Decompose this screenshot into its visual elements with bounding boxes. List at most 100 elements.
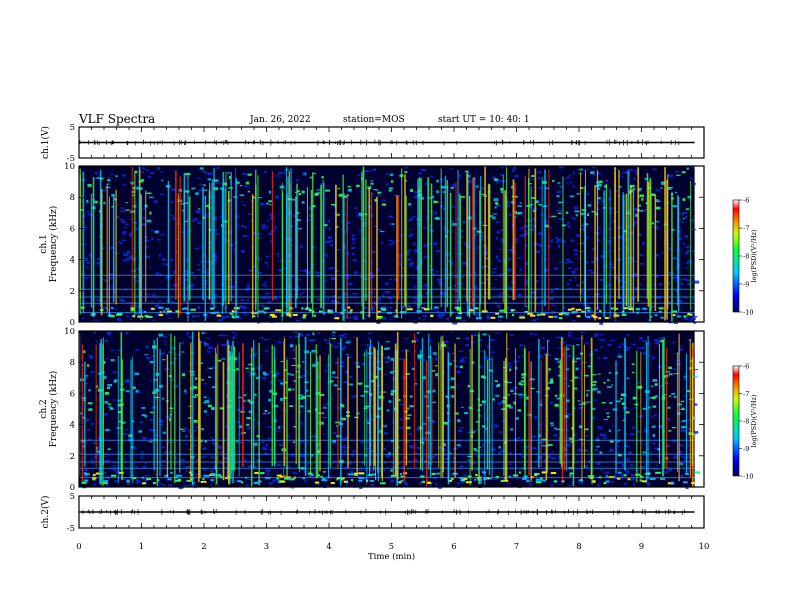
spectral-cell <box>207 178 212 181</box>
spectral-cell <box>400 479 404 482</box>
spectral-cell <box>419 482 422 485</box>
spectral-cell <box>280 397 284 401</box>
spectral-cell <box>205 216 211 218</box>
spectral-cell <box>282 267 288 270</box>
spectral-cell <box>521 233 526 237</box>
spectral-cell <box>509 249 514 251</box>
spectral-cell <box>524 232 529 234</box>
spectral-cell <box>694 471 701 474</box>
spectral-cell <box>83 350 86 354</box>
spectral-cell <box>370 180 373 182</box>
spectral-cell <box>494 178 499 181</box>
spectral-cell <box>307 410 311 413</box>
spectral-cell <box>556 240 560 244</box>
spectral-cell <box>481 400 486 404</box>
spectral-cell <box>617 235 623 239</box>
spectral-cell <box>406 441 409 444</box>
spectral-cell <box>573 276 577 279</box>
spectral-cell <box>421 169 424 171</box>
spectral-cell <box>638 189 641 192</box>
spectral-cell <box>363 170 369 173</box>
spectral-cell <box>106 183 110 185</box>
spectral-cell <box>161 460 166 462</box>
spectral-cell <box>115 471 120 474</box>
spectral-cell <box>162 336 168 338</box>
spectral-cell <box>590 271 595 274</box>
spectral-cell <box>242 172 247 176</box>
spectral-cell <box>608 207 613 210</box>
spectral-cell <box>268 190 272 194</box>
spectral-cell <box>213 257 218 261</box>
spectral-cell <box>431 370 436 372</box>
spectral-cell <box>534 472 540 475</box>
spectral-cell <box>210 437 214 439</box>
spectral-cell <box>463 357 468 359</box>
spectral-cell <box>116 312 123 315</box>
spectral-cell <box>157 480 160 483</box>
spectral-cell <box>584 306 591 309</box>
spectral-cell <box>547 382 553 384</box>
spectral-cell <box>84 243 87 246</box>
colorbar-tick-label: -8 <box>743 418 749 426</box>
spectral-cell <box>337 342 343 345</box>
spectral-cell <box>597 187 601 190</box>
spectral-cell <box>408 305 412 309</box>
spectral-cell <box>149 379 152 381</box>
spectral-cell <box>168 317 171 320</box>
spectral-cell <box>219 407 225 410</box>
spectral-cell <box>261 441 265 444</box>
spectral-cell <box>299 405 304 408</box>
spectral-cell <box>206 271 211 274</box>
spectral-cell <box>338 297 342 300</box>
spectral-cell <box>632 427 635 430</box>
spectral-cell <box>517 409 522 412</box>
spectral-cell <box>181 342 185 345</box>
colorbar-tick-label: -10 <box>743 473 753 481</box>
spectral-cell <box>607 240 611 244</box>
spectral-cell <box>423 226 426 229</box>
spectral-cell <box>149 266 152 268</box>
spectral-cell <box>166 310 172 313</box>
spectral-cell <box>380 316 383 319</box>
spectral-cell <box>199 456 205 459</box>
spectral-cell <box>409 218 414 221</box>
x-tick-label: 10 <box>699 542 710 552</box>
spectral-cell <box>638 187 643 190</box>
spectral-cell <box>566 444 571 447</box>
spectral-cell <box>599 433 603 437</box>
spectral-cell <box>438 315 443 319</box>
spectral-cell <box>461 262 467 265</box>
spectral-cell <box>443 421 448 425</box>
spectral-cell <box>425 431 430 435</box>
spectral-cell <box>460 479 466 482</box>
spectral-cell <box>117 399 121 402</box>
spectral-cell <box>649 452 652 454</box>
spectral-cell <box>629 433 635 436</box>
spectral-cell <box>363 259 367 263</box>
spectral-cell <box>391 242 396 244</box>
spectral-cell <box>96 261 102 265</box>
spectral-cell <box>462 220 466 224</box>
spectral-cell <box>625 346 629 350</box>
spectral-cell <box>685 267 690 269</box>
spectral-cell <box>204 400 210 404</box>
spectral-cell <box>628 308 634 311</box>
spectral-cell <box>344 436 350 439</box>
spectral-cell <box>148 175 152 178</box>
spectral-cell <box>467 459 471 461</box>
spectral-cell <box>194 377 198 380</box>
spectral-cell <box>302 361 305 363</box>
spectral-cell <box>451 395 455 398</box>
spectral-cell <box>183 307 189 310</box>
spectral-cell <box>633 222 636 226</box>
spectral-cell <box>492 447 495 451</box>
spectral-cell <box>514 360 519 363</box>
spectral-cell <box>497 304 501 308</box>
spectral-cell <box>561 336 564 340</box>
y-tick-label: 5 <box>70 492 75 502</box>
spectral-cell <box>276 474 282 477</box>
spectral-cell <box>199 167 205 170</box>
spectral-cell <box>460 270 463 273</box>
spectral-cell <box>280 425 284 428</box>
